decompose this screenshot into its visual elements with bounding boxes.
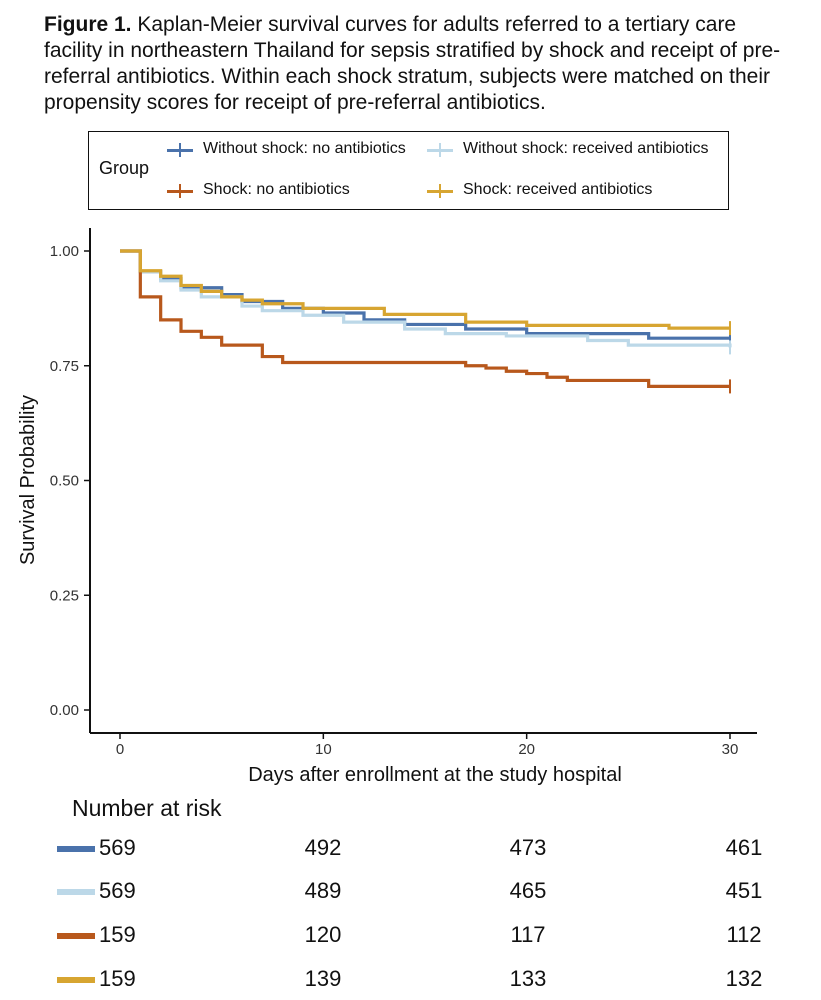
risk-cell: 489 — [304, 878, 342, 903]
caption-text: Kaplan-Meier survival curves for adults … — [44, 13, 781, 114]
risk-cell: 132 — [725, 966, 763, 991]
risk-cell: 139 — [304, 966, 342, 991]
km-curve-series-2 — [120, 249, 732, 348]
legend-key-tick — [439, 143, 441, 157]
risk-cell: 159 — [99, 922, 136, 947]
risk-cell: 569 — [99, 835, 136, 860]
risk-row: 159 120 117 112 — [0, 921, 821, 951]
legend: Group Without shock: no antibiotics With… — [88, 131, 729, 210]
legend-key-tick — [179, 184, 181, 198]
x-tick-label: 10 — [315, 741, 332, 758]
y-tick-label: 0.00 — [50, 702, 79, 719]
km-curve-series-4 — [120, 249, 730, 330]
y-tick-label: 1.00 — [50, 243, 79, 260]
legend-key-tick — [179, 143, 181, 157]
x-tick-label: 30 — [722, 741, 739, 758]
legend-title: Group — [99, 158, 150, 178]
risk-cell: 473 — [509, 835, 547, 860]
risk-row: 159 139 133 132 — [0, 965, 821, 995]
legend-key — [167, 181, 193, 201]
risk-cell: 492 — [304, 835, 342, 860]
legend-key — [427, 181, 453, 201]
figure-caption: Figure 1. Kaplan-Meier survival curves f… — [44, 12, 784, 116]
y-tick-label: 0.25 — [50, 587, 79, 604]
risk-cell: 569 — [99, 878, 136, 903]
risk-row: 569 489 465 451 — [0, 877, 821, 907]
x-tick-label: 20 — [518, 741, 535, 758]
legend-key — [167, 140, 193, 160]
legend-label: Without shock: received antibiotics — [463, 140, 709, 157]
risk-cell: 133 — [509, 966, 547, 991]
x-axis-label: Days after enrollment at the study hospi… — [248, 764, 622, 786]
risk-row-swatch — [57, 889, 95, 895]
risk-cell: 451 — [725, 878, 763, 903]
risk-row-swatch — [57, 933, 95, 939]
legend-key — [427, 140, 453, 160]
survival-chart: 0.00 0.25 0.50 0.75 1.00 0 10 20 30 Days after en… — [17, 228, 757, 786]
risk-cell: 120 — [304, 922, 342, 947]
y-tick-label: 0.50 — [50, 473, 79, 490]
risk-row: 569 492 473 461 — [0, 834, 821, 864]
risk-cell: 159 — [99, 966, 136, 991]
x-tick-label: 0 — [116, 741, 124, 758]
risk-cell: 461 — [725, 835, 763, 860]
risk-cell: 112 — [726, 922, 762, 947]
y-tick-label: 0.75 — [50, 358, 79, 375]
risk-cell: 465 — [509, 878, 547, 903]
legend-label: Shock: received antibiotics — [463, 181, 653, 198]
risk-row-swatch — [57, 977, 95, 983]
risk-table-title: Number at risk — [72, 795, 222, 821]
risk-cell: 117 — [510, 922, 546, 947]
caption-label: Figure 1. — [44, 13, 132, 36]
y-axis-label: Survival Probability — [17, 395, 39, 565]
legend-key-tick — [439, 184, 441, 198]
legend-label: Without shock: no antibiotics — [203, 140, 406, 157]
km-curve-series-3 — [120, 249, 730, 389]
risk-row-swatch — [57, 846, 95, 852]
legend-label: Shock: no antibiotics — [203, 181, 350, 198]
